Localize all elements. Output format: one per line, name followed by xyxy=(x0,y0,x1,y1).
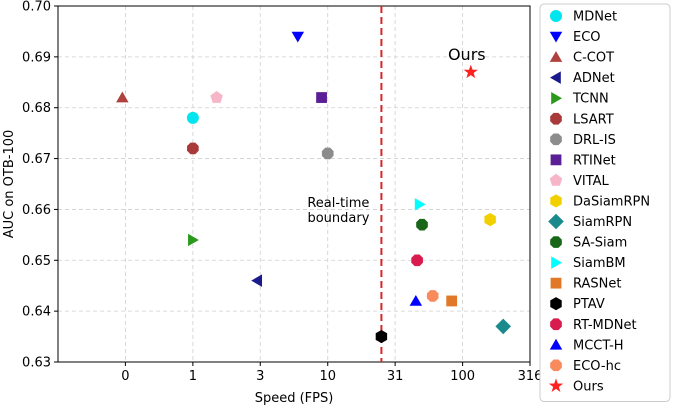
point-c-cot xyxy=(116,91,129,103)
legend-marker-lsart xyxy=(550,112,562,125)
legend-marker-rt-mdnet xyxy=(550,318,562,331)
plot-frame xyxy=(57,5,531,363)
legend-marker-adnet xyxy=(550,71,561,84)
y-tick-label: 0.66 xyxy=(22,203,51,218)
x-tick-label: 100 xyxy=(450,369,475,384)
ours-annotation: Ours xyxy=(448,45,486,64)
legend: MDNet ECO C-COT ADNet TCNN LSART DRL-IS RTINet V… xyxy=(539,3,671,402)
legend-label-adnet: ADNet xyxy=(573,71,615,86)
legend-label-rt-mdnet: RT-MDNet xyxy=(573,318,637,333)
point-drl-is xyxy=(321,147,334,160)
legend-marker-eco xyxy=(549,31,563,43)
point-rasnet xyxy=(446,295,458,307)
data-points xyxy=(116,31,512,344)
legend-marker-rasnet xyxy=(550,277,562,289)
legend-label-sa-siam: SA-Siam xyxy=(573,236,627,251)
legend-label-siamrpn: SiamRPN xyxy=(573,215,632,230)
grid-lines xyxy=(58,5,531,363)
legend-label-siambm: SiamBM xyxy=(573,256,626,271)
legend-marker-mdnet xyxy=(550,10,562,22)
plot-border xyxy=(57,5,531,363)
legend-marker-sa-siam xyxy=(550,236,562,248)
x-tick-label: 31 xyxy=(387,369,404,384)
legend-label-tcnn: TCNN xyxy=(572,92,609,107)
legend-label-lsart: LSART xyxy=(573,112,614,127)
point-mcct-h xyxy=(409,294,423,306)
point-rtinet xyxy=(316,92,327,103)
point-sa-siam xyxy=(416,218,428,231)
x-tick-label: 316 xyxy=(518,369,543,384)
legend-label-ptav: PTAV xyxy=(573,297,605,312)
y-tick-label: 0.63 xyxy=(22,356,51,371)
legend-label-vital: VITAL xyxy=(573,174,610,189)
y-tick-label: 0.67 xyxy=(22,152,51,167)
legend-marker-eco-hc xyxy=(550,359,562,372)
x-axis-ticks: 0 1 3 10 31 100 316 xyxy=(121,362,542,384)
x-axis-label: Speed (FPS) xyxy=(255,391,334,406)
x-tick-label: 1 xyxy=(189,369,197,384)
legend-marker-ours xyxy=(548,378,564,392)
legend-marker-mcct-h xyxy=(549,338,563,350)
legend-label-drl-is: DRL-IS xyxy=(573,133,616,148)
legend-label-dasiamrpn: DaSiamRPN xyxy=(573,194,650,209)
legend-marker-rtinet xyxy=(550,154,562,166)
y-tick-label: 0.64 xyxy=(22,305,51,320)
point-eco-hc xyxy=(426,290,439,302)
legend-marker-siamrpn xyxy=(548,213,564,230)
legend-label-mcct-h: MCCT-H xyxy=(573,338,624,353)
legend-marker-ptav xyxy=(550,297,562,311)
x-tick-label: 0 xyxy=(121,369,129,384)
point-rt-mdnet xyxy=(411,254,423,267)
y-axis-ticks: 0.63 0.64 0.65 0.66 0.67 0.68 0.69 0.70 xyxy=(22,0,58,371)
point-eco xyxy=(291,31,305,43)
legend-label-mdnet: MDNet xyxy=(573,10,617,25)
y-tick-label: 0.70 xyxy=(22,0,51,15)
point-siamrpn xyxy=(495,318,512,335)
point-tcnn xyxy=(188,233,199,247)
point-mdnet xyxy=(186,111,199,124)
legend-label-eco: ECO xyxy=(573,30,601,45)
legend-label-eco-hc: ECO-hc xyxy=(573,359,621,374)
legend-marker-siambm xyxy=(551,256,562,269)
y-tick-label: 0.68 xyxy=(22,101,51,116)
legend-marker-vital xyxy=(549,173,563,186)
realtime-label-line2: boundary xyxy=(307,211,369,226)
legend-label-rtinet: RTINet xyxy=(573,153,616,168)
legend-marker-dasiamrpn xyxy=(550,194,562,208)
point-lsart xyxy=(187,142,199,155)
point-dasiamrpn xyxy=(484,213,496,227)
legend-marker-c-cot xyxy=(549,51,563,62)
y-tick-label: 0.65 xyxy=(22,254,51,269)
legend-marker-tcnn xyxy=(551,91,562,105)
x-tick-label: 3 xyxy=(256,369,264,384)
point-ours xyxy=(463,64,478,79)
point-vital xyxy=(210,90,223,103)
point-adnet xyxy=(251,274,263,287)
legend-label-ours: Ours xyxy=(573,379,604,394)
y-tick-label: 0.69 xyxy=(22,50,51,65)
legend-marker-drl-is xyxy=(550,133,562,146)
legend-label-rasnet: RASNet xyxy=(573,277,621,292)
point-siambm xyxy=(414,198,426,211)
x-tick-label: 10 xyxy=(319,369,336,384)
point-ptav xyxy=(375,329,388,344)
legend-box xyxy=(539,3,671,402)
realtime-label-line1: Real-time xyxy=(307,196,369,211)
y-axis-label: AUC on OTB-100 xyxy=(2,130,17,239)
legend-label-c-cot: C-COT xyxy=(573,51,614,66)
